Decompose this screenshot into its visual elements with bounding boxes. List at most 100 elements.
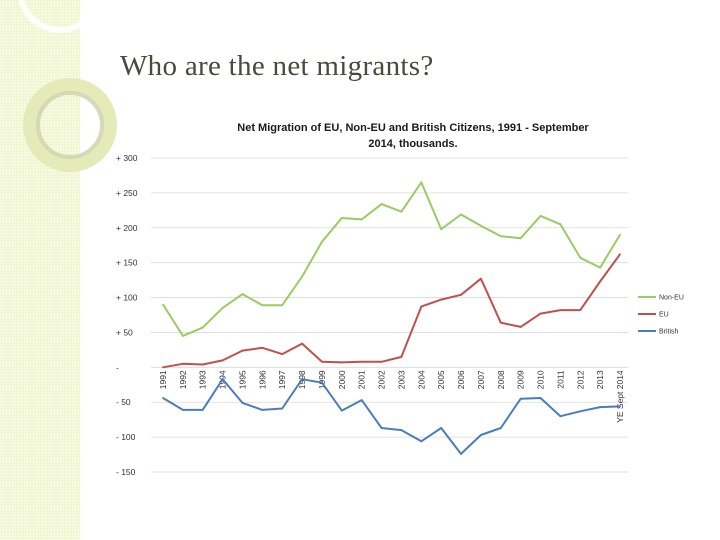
data-point-non-eu [519, 237, 522, 240]
data-point-non-eu [241, 293, 244, 295]
data-point-british [579, 410, 582, 413]
data-point-eu [241, 349, 244, 352]
x-tick-label: 2011 [555, 370, 565, 389]
x-tick-label: 2002 [377, 370, 387, 389]
data-point-british [181, 408, 184, 411]
data-point-british [301, 378, 303, 381]
data-point-eu [400, 355, 403, 358]
y-tick-label: + 50 [116, 327, 133, 337]
legend-label-non-eu: Non-EU [659, 295, 684, 302]
y-tick-label: + 250 [116, 188, 138, 198]
x-tick-label: 1997 [277, 370, 287, 389]
data-point-eu [499, 321, 502, 324]
x-tick-label: 1993 [198, 370, 208, 389]
deco-circle-top [18, 0, 102, 33]
data-point-eu [340, 361, 343, 364]
chart-title-line-1: Net Migration of EU, Non-EU and British … [237, 122, 589, 134]
series-line-eu [162, 253, 621, 369]
data-point-non-eu [360, 218, 363, 221]
line-chart: Net Migration of EU, Non-EU and British … [116, 122, 684, 477]
data-point-non-eu [559, 223, 562, 226]
data-point-british [559, 415, 562, 418]
data-point-non-eu [261, 304, 264, 307]
series-line-british [162, 378, 621, 455]
x-tick-label: 2012 [575, 370, 585, 389]
data-point-british [480, 434, 482, 436]
data-point-british [340, 409, 343, 412]
x-tick-label: 1995 [237, 370, 247, 389]
data-point-non-eu [599, 266, 602, 269]
x-tick-label: 1991 [158, 370, 168, 389]
data-point-non-eu [420, 181, 423, 184]
data-point-british [619, 405, 621, 408]
data-point-non-eu [480, 224, 482, 227]
data-point-eu [281, 353, 284, 355]
x-tick-label: 2008 [496, 370, 506, 389]
data-point-british [281, 407, 284, 410]
data-point-british [499, 427, 502, 429]
x-tick-label: 2003 [396, 370, 406, 389]
x-tick-label: 2004 [416, 370, 426, 389]
data-point-eu [480, 277, 482, 280]
legend-label-eu: EU [659, 312, 669, 319]
series-line-non-eu [162, 181, 621, 337]
data-point-non-eu [460, 213, 462, 216]
data-point-british [261, 408, 264, 411]
data-point-british [400, 429, 403, 432]
x-tick-label: 2007 [476, 370, 486, 389]
data-point-eu [599, 280, 602, 283]
y-tick-label: + 200 [116, 223, 138, 233]
data-point-eu [420, 305, 423, 308]
data-point-eu [559, 309, 562, 312]
y-tick-label: - 50 [116, 397, 131, 407]
data-point-eu [440, 298, 443, 301]
data-point-non-eu [301, 275, 303, 278]
data-point-british [360, 399, 363, 402]
data-point-non-eu [499, 235, 502, 238]
deco-ring-inner [36, 91, 104, 159]
data-point-british [380, 427, 383, 429]
y-tick-label: + 100 [116, 293, 138, 303]
data-point-eu [321, 360, 323, 363]
data-point-british [420, 440, 423, 443]
data-point-non-eu [380, 203, 383, 205]
data-point-non-eu [321, 240, 323, 243]
x-tick-label: 2010 [536, 370, 546, 389]
data-point-eu [360, 360, 363, 363]
data-point-non-eu [281, 304, 284, 307]
data-point-british [241, 402, 244, 404]
x-tick-label: YE Sept 2014 [615, 370, 625, 423]
x-tick-label: 1992 [178, 370, 188, 389]
data-point-non-eu [440, 228, 443, 231]
data-point-non-eu [400, 210, 403, 213]
x-tick-label: 2009 [516, 370, 526, 389]
data-point-british [599, 406, 602, 409]
data-point-eu [181, 362, 184, 365]
data-point-british [162, 397, 164, 399]
data-point-eu [539, 312, 542, 315]
data-point-british [221, 378, 224, 381]
x-tick-label: 1999 [317, 370, 327, 389]
x-tick-label: 1996 [257, 370, 267, 389]
data-point-non-eu [340, 217, 343, 219]
data-point-non-eu [619, 233, 621, 236]
y-tick-label: + 300 [116, 153, 138, 163]
data-point-british [519, 397, 522, 400]
data-point-eu [162, 366, 164, 369]
data-point-british [201, 408, 204, 411]
data-point-british [460, 452, 462, 455]
data-point-eu [519, 325, 522, 328]
data-point-eu [201, 363, 204, 366]
data-point-non-eu [201, 326, 204, 329]
data-point-eu [619, 253, 621, 256]
data-point-eu [380, 360, 383, 363]
y-tick-label: - 150 [116, 467, 136, 477]
data-point-british [321, 381, 323, 384]
data-point-eu [301, 342, 303, 345]
data-point-british [539, 397, 542, 399]
data-point-eu [460, 293, 462, 296]
slide-title: Who are the net migrants? [120, 50, 434, 82]
chart-title-line-2: 2014, thousands. [368, 138, 457, 150]
decorative-circles [18, 0, 117, 172]
data-point-non-eu [579, 256, 582, 259]
